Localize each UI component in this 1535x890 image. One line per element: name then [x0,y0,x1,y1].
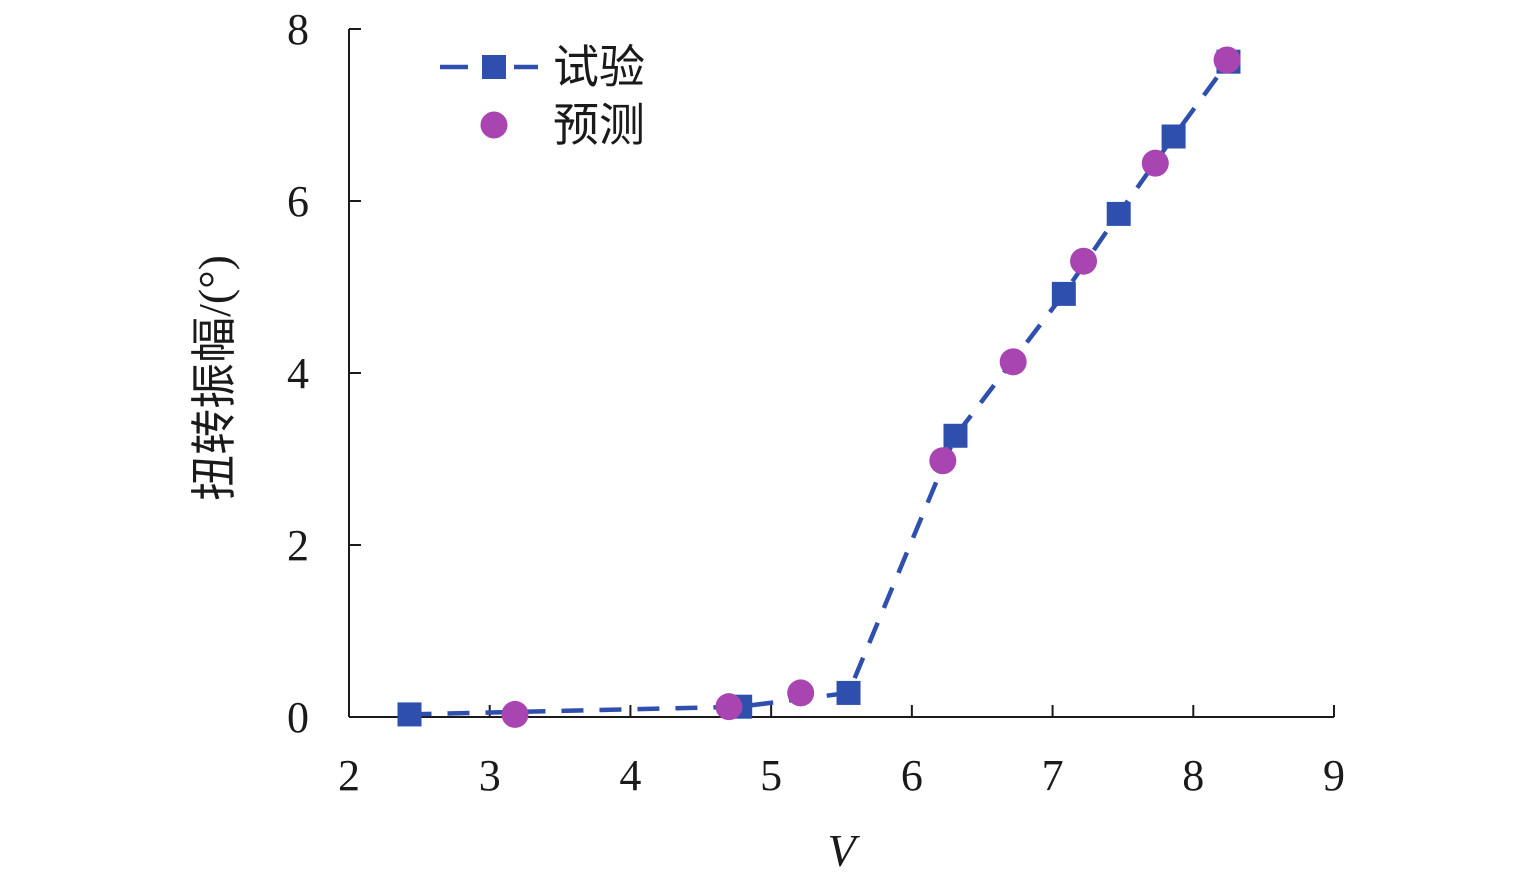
data-point-square [836,680,861,705]
data-point-square [1051,281,1076,306]
legend-label: 试验 [553,42,645,93]
x-tick-label: 4 [619,751,641,800]
y-tick-label: 0 [287,693,309,742]
data-point-circle [715,693,743,721]
data-point-circle [501,700,529,728]
y-axis-label: 扭转振幅/(°) [189,255,240,501]
legend-label: 预测 [553,100,645,151]
data-point-square [1106,201,1131,226]
data-point-circle [999,348,1027,376]
y-tick-label: 4 [287,349,309,398]
data-point-square [1161,124,1186,149]
y-tick-label: 6 [287,177,309,226]
legend-marker-square [482,55,506,79]
data-point-square [397,702,422,727]
x-tick-label: 8 [1182,751,1204,800]
x-tick-label: 5 [760,751,782,800]
x-tick-label: 6 [901,751,923,800]
y-tick-label: 2 [287,521,309,570]
data-point-circle [1070,247,1098,275]
y-tick-label: 8 [287,5,309,54]
legend-marker-circle [480,111,508,139]
x-tick-label: 2 [338,751,360,800]
series-prediction [501,46,1241,728]
x-tick-label: 9 [1323,751,1345,800]
x-tick-label: 7 [1042,751,1064,800]
legend-entry: 试验 [440,42,645,93]
series-line [409,60,1231,717]
x-axis-label: V [827,825,860,876]
series-experiment [397,49,1241,727]
x-tick-label: 3 [479,751,501,800]
series-layer [397,46,1241,728]
data-point-square [943,423,968,448]
data-point-circle [787,679,815,707]
legend-entry: 预测 [480,100,645,151]
data-point-circle [1213,46,1241,74]
data-point-circle [1141,149,1169,177]
data-point-circle [929,447,957,475]
